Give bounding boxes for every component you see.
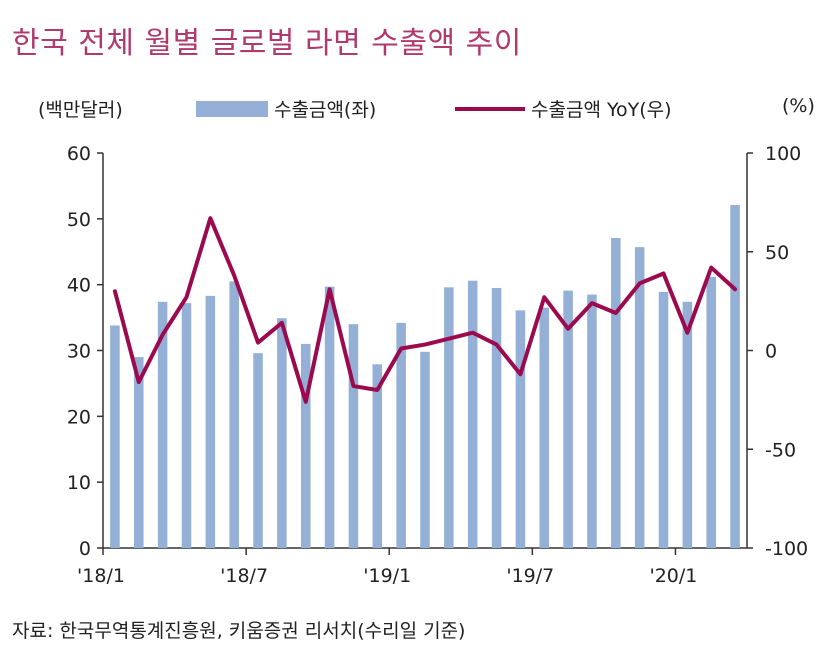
legend-item-bar: 수출금액(좌) xyxy=(196,95,376,122)
bar-19-8 xyxy=(563,290,573,548)
bar-18-12 xyxy=(372,364,383,548)
bar-19-1 xyxy=(396,322,406,548)
x-tick-label: '20/1 xyxy=(649,565,697,587)
left-tick-label: 60 xyxy=(67,143,91,165)
bar-19-10 xyxy=(611,237,621,549)
chart-title: 한국 전체 월별 글로벌 라면 수출액 추이 xyxy=(12,26,522,61)
x-tick-label: '18/1 xyxy=(77,565,125,587)
legend-bar-swatch xyxy=(196,100,268,117)
bar-18-2 xyxy=(134,357,144,548)
bar-18-1 xyxy=(110,325,120,548)
bar-18-6 xyxy=(229,281,239,548)
bar-19-12 xyxy=(658,291,669,548)
right-tick-label: 50 xyxy=(765,242,789,264)
left-tick-label: 10 xyxy=(67,472,91,494)
legend-line-label: 수출금액 YoY(우) xyxy=(531,99,672,121)
bar-20-1 xyxy=(682,301,693,548)
x-tick-label: '18/7 xyxy=(220,565,268,587)
left-tick-label: 0 xyxy=(79,538,91,560)
right-tick-label: 0 xyxy=(765,341,777,363)
right-tick-label: -50 xyxy=(765,439,796,461)
bar-18-8 xyxy=(277,318,287,548)
bar-20-3 xyxy=(730,205,740,548)
legend-line-swatch xyxy=(455,106,525,111)
bar-18-10 xyxy=(324,286,335,548)
bar-18-11 xyxy=(348,324,359,548)
x-tick-label: '19/1 xyxy=(363,565,411,587)
left-tick-label: 20 xyxy=(67,406,91,428)
bar-18-7 xyxy=(253,353,263,548)
bar-18-4 xyxy=(181,303,192,548)
bar-19-7 xyxy=(539,307,550,548)
bar-20-2 xyxy=(706,276,716,548)
bar-18-5 xyxy=(205,295,216,548)
right-tick-label: -100 xyxy=(765,538,808,560)
bar-18-3 xyxy=(157,301,168,548)
left-tick-label: 50 xyxy=(67,209,91,231)
bar-18-9 xyxy=(300,343,311,548)
yoy-line xyxy=(112,216,738,404)
right-tick-label: 100 xyxy=(765,143,801,165)
source-note: 자료: 한국무역통계진흥원, 키움증권 리서치(수리일 기준) xyxy=(12,620,466,642)
legend-item-line: 수출금액 YoY(우) xyxy=(455,95,672,122)
bar-19-3 xyxy=(444,287,454,548)
left-tick-label: 30 xyxy=(67,341,91,363)
bar-19-6 xyxy=(515,310,526,548)
x-tick-label: '19/7 xyxy=(506,565,554,587)
bar-19-9 xyxy=(587,294,597,548)
bar-19-2 xyxy=(420,351,430,548)
bar-19-5 xyxy=(491,287,502,548)
left-axis-unit: (백만달러) xyxy=(38,99,123,121)
legend-bar-label: 수출금액(좌) xyxy=(274,99,377,121)
bar-19-4 xyxy=(467,280,478,548)
bar-19-11 xyxy=(634,247,645,548)
right-axis-unit: (%) xyxy=(782,95,815,117)
left-tick-label: 40 xyxy=(67,275,91,297)
